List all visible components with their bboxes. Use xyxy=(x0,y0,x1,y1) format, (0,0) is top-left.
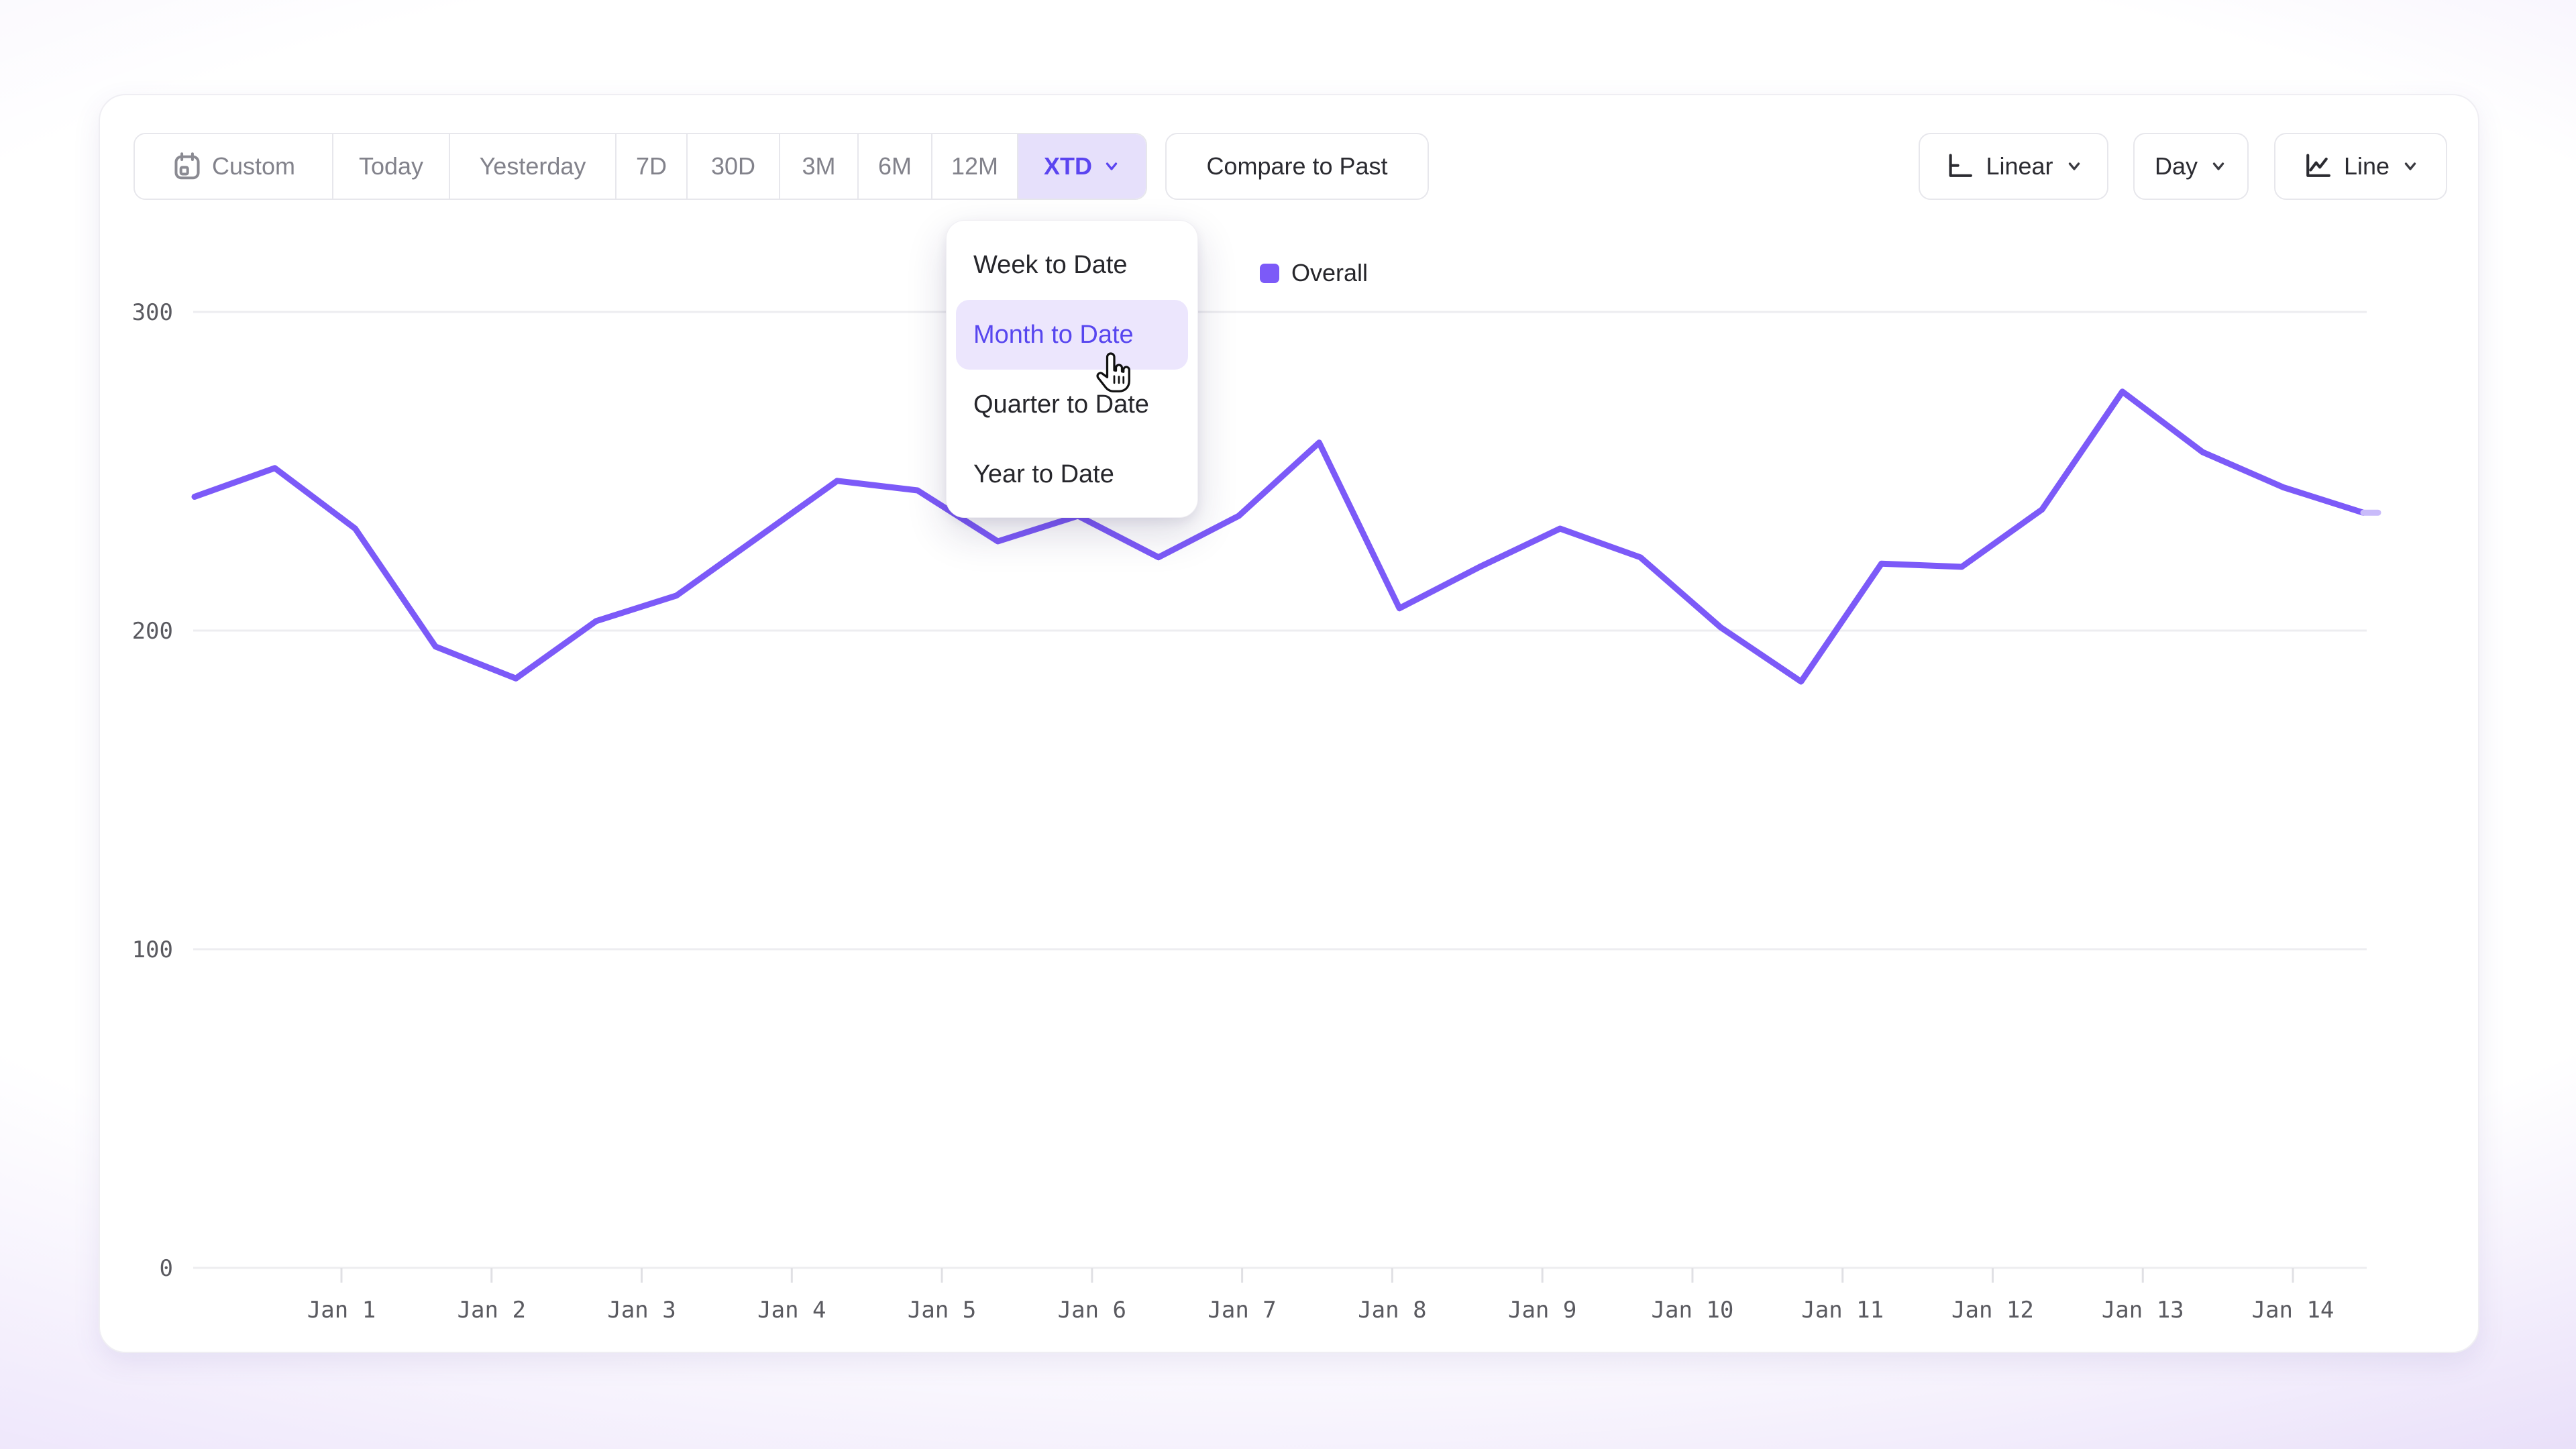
date-range-dropdown-menu: Week to Date Month to Date Quarter to Date… xyxy=(946,220,1198,518)
range-button-label: 30D xyxy=(710,152,756,180)
menu-item-quarter-to-date[interactable]: Quarter to Date xyxy=(973,390,1149,419)
granularity-label: Day xyxy=(2154,152,2198,180)
scale-select-button[interactable]: Linear xyxy=(1919,133,2108,200)
chart-card xyxy=(99,94,2479,1353)
date-range-control: Custom Today Yesterday 7D 30D 3M 6M 12M XTD xyxy=(133,133,1147,200)
range-button-label: Today xyxy=(358,152,424,180)
chevron-down-icon xyxy=(2212,162,2224,170)
calendar-icon xyxy=(174,152,200,180)
granularity-select-button[interactable]: Day xyxy=(2133,133,2249,200)
range-button-today[interactable]: Today xyxy=(333,134,450,199)
menu-item-month-to-date[interactable]: Month to Date xyxy=(956,300,1188,370)
chevron-down-icon xyxy=(1106,162,1118,170)
range-button-3m[interactable]: 3M xyxy=(780,134,859,199)
range-button-yesterday[interactable]: Yesterday xyxy=(450,134,616,199)
range-button-label: 6M xyxy=(877,152,912,180)
range-button-12m[interactable]: 12M xyxy=(932,134,1018,199)
range-button-label: Yesterday xyxy=(479,152,586,180)
range-button-label: Custom xyxy=(211,152,296,180)
range-button-custom[interactable]: Custom xyxy=(135,134,333,199)
range-button-30d[interactable]: 30D xyxy=(688,134,780,199)
range-button-xtd[interactable]: XTD xyxy=(1018,134,1146,199)
range-button-label: XTD xyxy=(1044,152,1092,180)
range-button-7d[interactable]: 7D xyxy=(616,134,688,199)
chevron-down-icon xyxy=(2404,162,2416,170)
linear-axis-icon xyxy=(1949,154,1973,177)
range-button-label: 7D xyxy=(635,152,667,180)
range-button-6m[interactable]: 6M xyxy=(859,134,932,199)
legend-swatch xyxy=(1260,263,1279,283)
legend-label: Overall xyxy=(1291,259,1368,286)
line-chart-icon xyxy=(2306,154,2330,177)
menu-item-week-to-date[interactable]: Week to Date xyxy=(973,250,1128,279)
chart-type-label: Line xyxy=(2343,152,2390,180)
compare-to-past-label: Compare to Past xyxy=(1206,152,1388,180)
compare-to-past-button[interactable]: Compare to Past xyxy=(1165,133,1429,200)
range-button-label: 12M xyxy=(951,152,999,180)
range-button-label: 3M xyxy=(802,152,836,180)
chart-type-select-button[interactable]: Line xyxy=(2274,133,2447,200)
menu-item-year-to-date[interactable]: Year to Date xyxy=(973,460,1114,488)
legend: Overall xyxy=(1260,259,1368,287)
scale-label: Linear xyxy=(1986,152,2053,180)
chevron-down-icon xyxy=(2068,162,2080,170)
